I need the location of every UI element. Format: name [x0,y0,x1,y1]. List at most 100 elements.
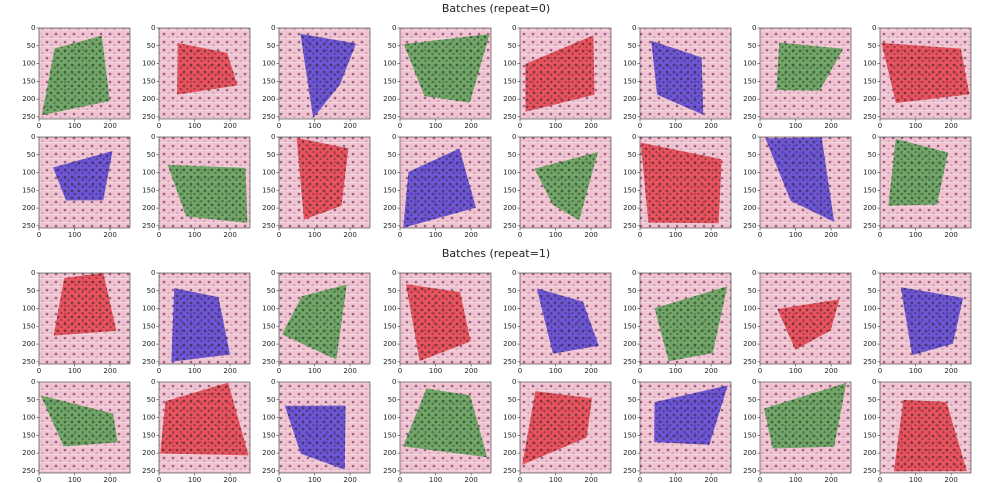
panel: 0501001502002500100200 [623,24,731,130]
y-tick-label: 0 [271,133,275,141]
x-tick-label: 0 [37,367,41,375]
panel: 0501001502002500100200 [262,269,370,375]
y-tick-label: 0 [752,269,756,277]
y-tick-label: 250 [863,358,876,366]
x-tick-label: 200 [223,122,236,130]
y-tick-label: 0 [31,24,35,32]
y-tick-label: 150 [142,186,155,194]
y-tick-label: 50 [27,151,36,159]
panel: 0501001502002500100200 [863,24,971,130]
y-tick-label: 50 [147,396,156,404]
y-tick-label: 150 [22,77,35,85]
x-tick-label: 200 [704,367,717,375]
y-tick-label: 50 [508,287,517,295]
x-tick-label: 100 [68,476,81,483]
y-tick-label: 100 [623,414,636,422]
y-tick-label: 150 [863,322,876,330]
figure: Batches (repeat=0) Batches (repeat=1) 05… [0,0,987,483]
y-tick-label: 150 [383,186,396,194]
mask-texture [882,43,970,103]
y-tick-label: 250 [262,467,275,475]
y-tick-label: 200 [383,204,396,212]
y-tick-label: 150 [262,431,275,439]
y-tick-label: 200 [142,340,155,348]
y-tick-label: 250 [503,358,516,366]
x-tick-label: 0 [157,476,161,483]
y-tick-label: 0 [752,133,756,141]
y-tick-label: 50 [508,151,517,159]
y-tick-label: 0 [31,378,35,386]
x-tick-label: 100 [308,367,321,375]
y-tick-label: 150 [623,77,636,85]
y-tick-label: 250 [743,467,756,475]
x-tick-label: 0 [518,231,522,239]
x-tick-label: 0 [518,367,522,375]
y-tick-label: 150 [262,322,275,330]
y-tick-label: 100 [503,60,516,68]
y-tick-label: 250 [262,222,275,230]
y-tick-label: 50 [267,42,276,50]
x-tick-label: 0 [518,476,522,483]
x-tick-label: 0 [878,367,882,375]
x-tick-label: 0 [398,476,402,483]
x-tick-label: 100 [789,367,802,375]
panel: 0501001502002500100200 [743,378,851,483]
x-tick-label: 0 [398,122,402,130]
y-tick-label: 100 [142,305,155,313]
y-tick-label: 150 [22,431,35,439]
y-tick-label: 50 [508,396,517,404]
y-tick-label: 250 [383,113,396,121]
x-tick-label: 100 [789,231,802,239]
panel: 0501001502002500100200 [142,133,250,239]
panel: 0501001502002500100200 [383,269,491,375]
y-tick-label: 200 [863,95,876,103]
y-tick-label: 150 [863,431,876,439]
x-tick-label: 100 [308,476,321,483]
y-tick-label: 100 [142,414,155,422]
x-tick-label: 200 [464,476,477,483]
y-tick-label: 250 [383,467,396,475]
x-tick-label: 200 [464,367,477,375]
x-tick-label: 200 [464,122,477,130]
y-tick-label: 0 [392,133,396,141]
panel: 0501001502002500100200 [623,378,731,483]
y-tick-label: 50 [868,287,877,295]
y-tick-label: 100 [863,305,876,313]
x-tick-label: 200 [584,367,597,375]
y-tick-label: 150 [22,186,35,194]
y-tick-label: 250 [22,113,35,121]
x-tick-label: 100 [188,367,201,375]
y-tick-label: 50 [147,151,156,159]
y-tick-label: 150 [623,186,636,194]
y-tick-label: 200 [383,340,396,348]
y-tick-label: 250 [383,222,396,230]
panel: 0501001502002500100200 [142,24,250,130]
y-tick-label: 50 [27,287,36,295]
panel: 0501001502002500100200 [743,133,851,239]
y-tick-label: 0 [151,133,155,141]
x-tick-label: 200 [704,231,717,239]
x-tick-label: 200 [103,476,116,483]
y-tick-label: 0 [31,133,35,141]
x-tick-label: 200 [343,122,356,130]
y-tick-label: 200 [623,340,636,348]
y-tick-label: 150 [503,431,516,439]
y-tick-label: 50 [147,287,156,295]
x-tick-label: 100 [669,476,682,483]
y-tick-label: 0 [392,24,396,32]
x-tick-label: 0 [878,231,882,239]
panel: 0501001502002500100200 [383,378,491,483]
x-tick-label: 200 [824,122,837,130]
x-tick-label: 0 [37,476,41,483]
y-tick-label: 250 [623,358,636,366]
x-tick-label: 200 [343,367,356,375]
x-tick-label: 0 [758,231,762,239]
y-tick-label: 100 [22,305,35,313]
x-tick-label: 100 [188,122,201,130]
y-tick-label: 100 [262,414,275,422]
y-tick-label: 200 [623,95,636,103]
y-tick-label: 100 [383,414,396,422]
x-tick-label: 0 [37,122,41,130]
y-tick-label: 0 [632,378,636,386]
y-tick-label: 200 [743,204,756,212]
